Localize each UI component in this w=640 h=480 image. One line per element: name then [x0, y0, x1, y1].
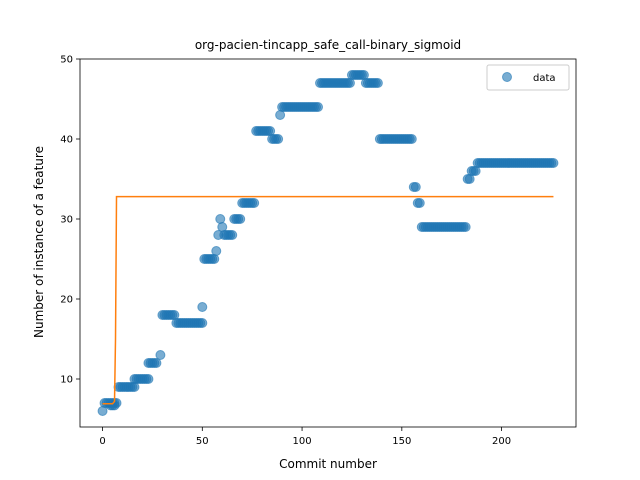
- axes-frame: [79, 58, 577, 428]
- legend: data: [486, 64, 570, 91]
- data-point: [155, 350, 166, 360]
- y-axis-label: Number of instance of a feature: [32, 146, 46, 338]
- data-point: [414, 198, 425, 208]
- data-point: [249, 198, 260, 208]
- data-point: [406, 134, 417, 144]
- fit-line: [102, 195, 554, 405]
- y-tick-label: 50: [60, 55, 73, 66]
- x-tick-label: 0: [99, 436, 105, 447]
- legend-marker: [502, 72, 512, 82]
- data-point: [227, 230, 238, 240]
- data-point: [143, 374, 154, 384]
- x-axis-label: Commit number: [279, 457, 377, 471]
- y-tick-label: 20: [60, 295, 73, 306]
- x-tick-label: 200: [492, 436, 511, 447]
- data-point: [460, 222, 471, 232]
- x-tick-label: 150: [392, 436, 411, 447]
- data-point: [197, 318, 208, 328]
- chart-title: org-pacien-tincapp_safe_call-binary_sigm…: [195, 38, 461, 52]
- data-point: [548, 158, 559, 168]
- legend-label: data: [533, 73, 556, 84]
- y-tick-label: 30: [60, 215, 73, 226]
- data-point: [211, 246, 222, 256]
- data-point: [410, 182, 421, 192]
- x-tick-label: 50: [196, 436, 209, 447]
- data-point: [273, 134, 284, 144]
- y-tick-label: 40: [60, 135, 73, 146]
- data-point: [235, 214, 246, 224]
- y-tick-label: 10: [60, 375, 73, 386]
- data-point: [151, 358, 162, 368]
- legend-box: [486, 64, 570, 91]
- data-point: [313, 102, 324, 112]
- x-tick-label: 100: [293, 436, 312, 447]
- data-point: [197, 302, 208, 312]
- data-point: [372, 78, 383, 88]
- axis-ticks: 0 50 100 150 200 10 20 30 40 50: [60, 55, 577, 447]
- plot-area: [97, 70, 559, 416]
